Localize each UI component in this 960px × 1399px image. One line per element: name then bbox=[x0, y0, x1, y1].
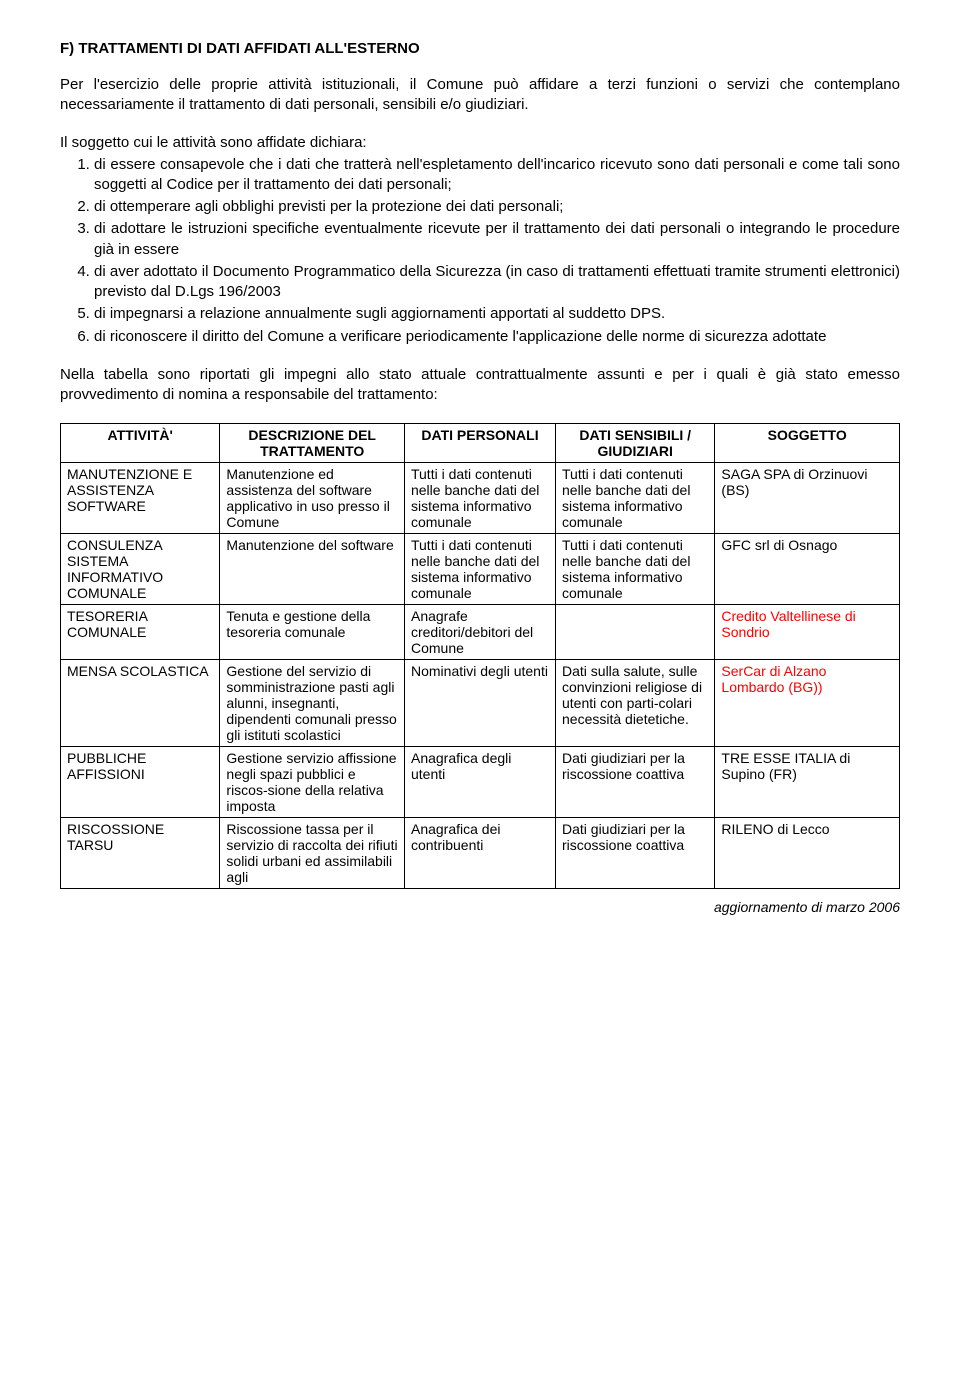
cell-sensibili: Tutti i dati contenuti nelle banche dati… bbox=[556, 534, 715, 605]
table-header-row: ATTIVITÀ' DESCRIZIONE DEL TRATTAMENTO DA… bbox=[61, 424, 900, 463]
list-item: di adottare le istruzioni specifiche eve… bbox=[94, 219, 900, 260]
table-row: RISCOSSIONE TARSURiscossione tassa per i… bbox=[61, 818, 900, 889]
list-intro: Il soggetto cui le attività sono affidat… bbox=[60, 134, 900, 151]
list-item: di aver adottato il Documento Programmat… bbox=[94, 262, 900, 303]
list-item: di riconoscere il diritto del Comune a v… bbox=[94, 327, 900, 347]
footer-text: aggiornamento di marzo 2006 bbox=[60, 899, 900, 915]
cell-personali: Tutti i dati contenuti nelle banche dati… bbox=[404, 534, 555, 605]
cell-descrizione: Gestione servizio affissione negli spazi… bbox=[220, 747, 405, 818]
cell-attivita: MANUTENZIONE E ASSISTENZA SOFTWARE bbox=[61, 463, 220, 534]
cell-sensibili: Dati giudiziari per la riscossione coatt… bbox=[556, 818, 715, 889]
th-personali: DATI PERSONALI bbox=[404, 424, 555, 463]
cell-attivita: CONSULENZA SISTEMA INFORMATIVO COMUNALE bbox=[61, 534, 220, 605]
cell-attivita: RISCOSSIONE TARSU bbox=[61, 818, 220, 889]
data-table: ATTIVITÀ' DESCRIZIONE DEL TRATTAMENTO DA… bbox=[60, 423, 900, 889]
cell-soggetto: GFC srl di Osnago bbox=[715, 534, 900, 605]
cell-soggetto: TRE ESSE ITALIA di Supino (FR) bbox=[715, 747, 900, 818]
th-attivita: ATTIVITÀ' bbox=[61, 424, 220, 463]
th-descrizione: DESCRIZIONE DEL TRATTAMENTO bbox=[220, 424, 405, 463]
cell-soggetto: SerCar di Alzano Lombardo (BG)) bbox=[715, 660, 900, 747]
list-item: di impegnarsi a relazione annualmente su… bbox=[94, 304, 900, 324]
cell-attivita: PUBBLICHE AFFISSIONI bbox=[61, 747, 220, 818]
cell-sensibili bbox=[556, 605, 715, 660]
cell-personali: Anagrafica degli utenti bbox=[404, 747, 555, 818]
list-item: di ottemperare agli obblighi previsti pe… bbox=[94, 197, 900, 217]
declaration-list: di essere consapevole che i dati che tra… bbox=[60, 155, 900, 347]
th-soggetto: SOGGETTO bbox=[715, 424, 900, 463]
cell-sensibili: Tutti i dati contenuti nelle banche dati… bbox=[556, 463, 715, 534]
cell-descrizione: Tenuta e gestione della tesoreria comuna… bbox=[220, 605, 405, 660]
cell-descrizione: Manutenzione ed assistenza del software … bbox=[220, 463, 405, 534]
th-sensibili: DATI SENSIBILI / GIUDIZIARI bbox=[556, 424, 715, 463]
list-item: di essere consapevole che i dati che tra… bbox=[94, 155, 900, 196]
table-row: TESORERIA COMUNALETenuta e gestione dell… bbox=[61, 605, 900, 660]
cell-descrizione: Gestione del servizio di somministrazion… bbox=[220, 660, 405, 747]
table-row: MANUTENZIONE E ASSISTENZA SOFTWAREManute… bbox=[61, 463, 900, 534]
cell-sensibili: Dati sulla salute, sulle convinzioni rel… bbox=[556, 660, 715, 747]
intro-paragraph: Per l'esercizio delle proprie attività i… bbox=[60, 75, 900, 116]
cell-personali: Anagrafe creditori/debitori del Comune bbox=[404, 605, 555, 660]
table-row: PUBBLICHE AFFISSIONIGestione servizio af… bbox=[61, 747, 900, 818]
table-body: MANUTENZIONE E ASSISTENZA SOFTWAREManute… bbox=[61, 463, 900, 889]
table-intro: Nella tabella sono riportati gli impegni… bbox=[60, 365, 900, 406]
cell-personali: Anagrafica dei contribuenti bbox=[404, 818, 555, 889]
cell-soggetto: Credito Valtellinese di Sondrio bbox=[715, 605, 900, 660]
cell-personali: Tutti i dati contenuti nelle banche dati… bbox=[404, 463, 555, 534]
cell-sensibili: Dati giudiziari per la riscossione coatt… bbox=[556, 747, 715, 818]
table-row: MENSA SCOLASTICAGestione del servizio di… bbox=[61, 660, 900, 747]
cell-descrizione: Riscossione tassa per il servizio di rac… bbox=[220, 818, 405, 889]
section-title: F) TRATTAMENTI DI DATI AFFIDATI ALL'ESTE… bbox=[60, 40, 900, 57]
table-row: CONSULENZA SISTEMA INFORMATIVO COMUNALEM… bbox=[61, 534, 900, 605]
page-container: F) TRATTAMENTI DI DATI AFFIDATI ALL'ESTE… bbox=[0, 0, 960, 945]
cell-attivita: TESORERIA COMUNALE bbox=[61, 605, 220, 660]
cell-descrizione: Manutenzione del software bbox=[220, 534, 405, 605]
cell-attivita: MENSA SCOLASTICA bbox=[61, 660, 220, 747]
cell-soggetto: SAGA SPA di Orzinuovi (BS) bbox=[715, 463, 900, 534]
cell-soggetto: RILENO di Lecco bbox=[715, 818, 900, 889]
cell-personali: Nominativi degli utenti bbox=[404, 660, 555, 747]
